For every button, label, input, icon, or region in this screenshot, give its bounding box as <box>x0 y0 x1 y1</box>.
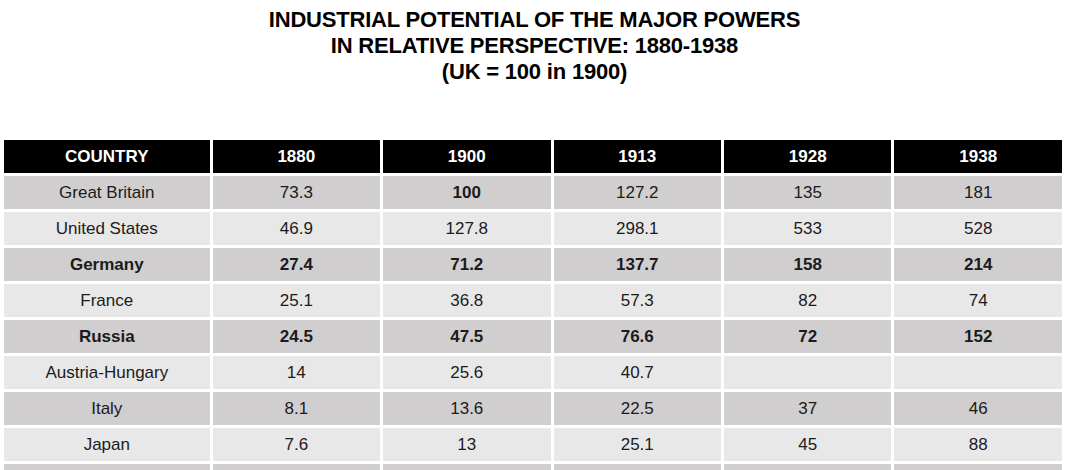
value-cell: 25.6 <box>383 356 550 389</box>
table-row: France25.136.857.38274 <box>4 284 1062 317</box>
industrial-potential-table: COUNTRY18801900191319281938 Great Britai… <box>1 137 1065 470</box>
column-header-1880: 1880 <box>213 140 380 173</box>
table-row: Great Britain73.3100127.2135181 <box>4 176 1062 209</box>
value-cell <box>894 356 1062 389</box>
empty-cell <box>213 464 380 470</box>
country-cell: Great Britain <box>4 176 210 209</box>
column-header-country: COUNTRY <box>4 140 210 173</box>
country-cell: France <box>4 284 210 317</box>
value-cell: 13 <box>383 428 550 461</box>
value-cell: 46 <box>894 392 1062 425</box>
value-cell: 8.1 <box>213 392 380 425</box>
partial-clipped-row <box>4 464 1062 470</box>
slide-title: INDUSTRIAL POTENTIAL OF THE MAJOR POWERS… <box>0 7 1069 85</box>
table-row: Russia24.547.576.672152 <box>4 320 1062 353</box>
value-cell: 137.7 <box>554 248 721 281</box>
value-cell: 100 <box>383 176 550 209</box>
value-cell: 74 <box>894 284 1062 317</box>
title-line-1: INDUSTRIAL POTENTIAL OF THE MAJOR POWERS <box>0 7 1069 33</box>
table-row: Austria-Hungary1425.640.7 <box>4 356 1062 389</box>
value-cell: 47.5 <box>383 320 550 353</box>
empty-cell <box>894 464 1062 470</box>
table-row: United States46.9127.8298.1533528 <box>4 212 1062 245</box>
title-line-3: (UK = 100 in 1900) <box>0 59 1069 85</box>
value-cell: 7.6 <box>213 428 380 461</box>
value-cell: 36.8 <box>383 284 550 317</box>
value-cell: 40.7 <box>554 356 721 389</box>
value-cell: 135 <box>724 176 891 209</box>
empty-cell <box>724 464 891 470</box>
value-cell: 14 <box>213 356 380 389</box>
value-cell: 127.2 <box>554 176 721 209</box>
empty-cell <box>4 464 210 470</box>
column-header-1900: 1900 <box>383 140 550 173</box>
value-cell: 72 <box>724 320 891 353</box>
value-cell: 158 <box>724 248 891 281</box>
value-cell: 181 <box>894 176 1062 209</box>
value-cell: 25.1 <box>213 284 380 317</box>
column-header-1938: 1938 <box>894 140 1062 173</box>
value-cell: 127.8 <box>383 212 550 245</box>
table-row: Japan7.61325.14588 <box>4 428 1062 461</box>
title-line-2: IN RELATIVE PERSPECTIVE: 1880-1938 <box>0 33 1069 59</box>
value-cell: 88 <box>894 428 1062 461</box>
column-header-1928: 1928 <box>724 140 891 173</box>
value-cell: 46.9 <box>213 212 380 245</box>
country-cell: United States <box>4 212 210 245</box>
table-row: Italy8.113.622.53746 <box>4 392 1062 425</box>
country-cell: Germany <box>4 248 210 281</box>
value-cell <box>724 356 891 389</box>
country-cell: Japan <box>4 428 210 461</box>
empty-cell <box>554 464 721 470</box>
value-cell: 13.6 <box>383 392 550 425</box>
value-cell: 533 <box>724 212 891 245</box>
value-cell: 82 <box>724 284 891 317</box>
value-cell: 214 <box>894 248 1062 281</box>
value-cell: 24.5 <box>213 320 380 353</box>
value-cell: 37 <box>724 392 891 425</box>
empty-cell <box>383 464 550 470</box>
value-cell: 27.4 <box>213 248 380 281</box>
country-cell: Russia <box>4 320 210 353</box>
country-cell: Austria-Hungary <box>4 356 210 389</box>
value-cell: 57.3 <box>554 284 721 317</box>
value-cell: 25.1 <box>554 428 721 461</box>
value-cell: 71.2 <box>383 248 550 281</box>
header-row: COUNTRY18801900191319281938 <box>4 140 1062 173</box>
value-cell: 22.5 <box>554 392 721 425</box>
table-row: Germany27.471.2137.7158214 <box>4 248 1062 281</box>
value-cell: 152 <box>894 320 1062 353</box>
column-header-1913: 1913 <box>554 140 721 173</box>
value-cell: 298.1 <box>554 212 721 245</box>
value-cell: 528 <box>894 212 1062 245</box>
value-cell: 73.3 <box>213 176 380 209</box>
value-cell: 76.6 <box>554 320 721 353</box>
value-cell: 45 <box>724 428 891 461</box>
country-cell: Italy <box>4 392 210 425</box>
